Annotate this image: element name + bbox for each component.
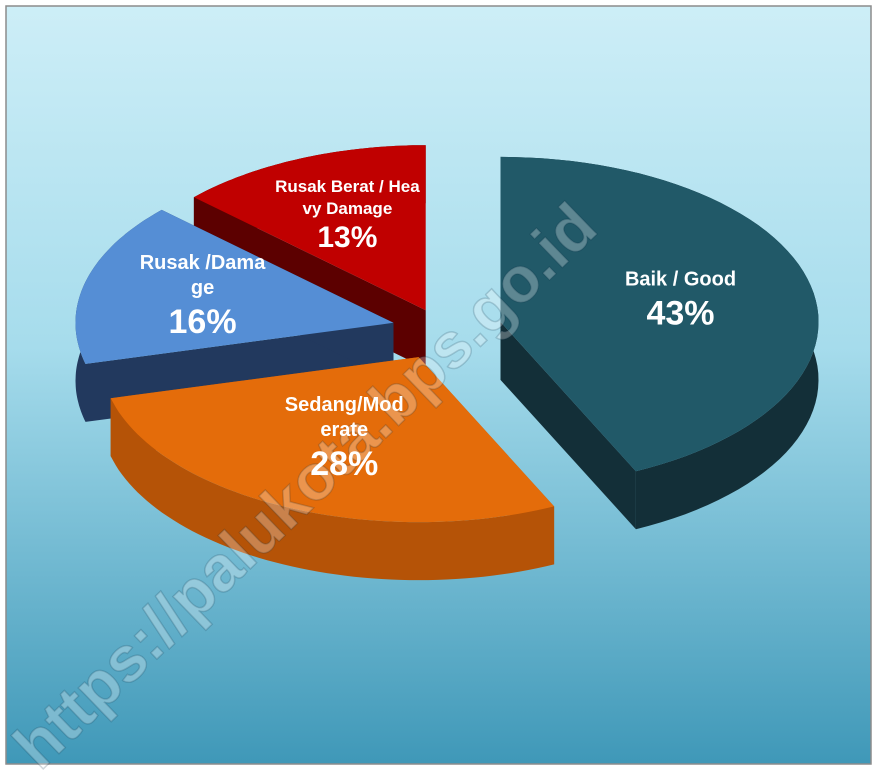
slice <box>110 357 555 523</box>
slice-label: Sedang/Moderate 28% <box>282 393 407 486</box>
value-label: 43% <box>646 294 715 333</box>
pie <box>75 145 819 581</box>
slice <box>500 156 819 472</box>
category-label: Sedang/Moderate <box>284 394 404 441</box>
category-label: Baik / Good <box>624 268 737 291</box>
slice-side <box>110 398 555 581</box>
slice-label: Rusak Berat / Heavy Damage 13% <box>272 176 422 256</box>
value-label: 13% <box>317 220 378 254</box>
value-label: 16% <box>168 303 237 342</box>
slice <box>193 145 426 311</box>
category-label: Rusak /Damage <box>139 252 266 300</box>
slice-label: Baik / Good 43% <box>596 267 766 335</box>
slice-label: Rusak /Damage 16% <box>138 251 268 344</box>
category-label: Rusak Berat / Heavy Damage <box>275 177 420 218</box>
slice-side <box>500 321 636 530</box>
slice <box>75 209 394 364</box>
value-label: 28% <box>310 445 379 483</box>
